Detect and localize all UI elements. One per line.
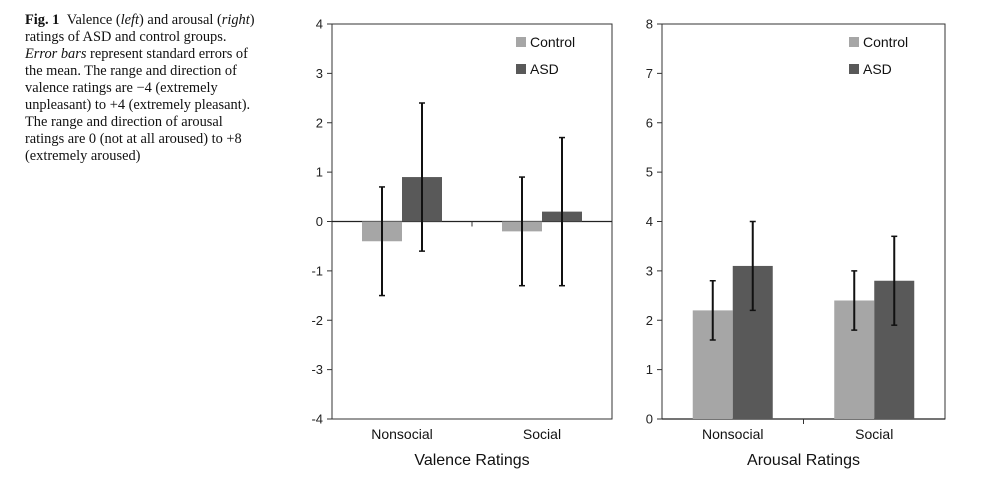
caption-italic-left: left bbox=[120, 12, 140, 28]
valence-y-tick-label: 4 bbox=[316, 17, 323, 32]
arousal-legend-swatch-control bbox=[849, 37, 859, 47]
arousal-y-tick-label: 7 bbox=[646, 66, 653, 81]
arousal-y-tick-label: 3 bbox=[646, 263, 653, 278]
valence-axis-title: Valence Ratings bbox=[414, 452, 529, 469]
valence-y-tick-label: -4 bbox=[311, 412, 323, 427]
valence-y-tick-label: 2 bbox=[316, 115, 323, 130]
figure-caption: Fig. 1 Valence (left) and arousal (right… bbox=[25, 12, 255, 165]
arousal-y-tick-label: 5 bbox=[646, 165, 653, 180]
arousal-category-label: Nonsocial bbox=[702, 426, 763, 442]
caption-text-2: ) and arousal ( bbox=[139, 12, 222, 28]
valence-y-tick-label: 0 bbox=[316, 214, 323, 229]
arousal-y-tick-label: 4 bbox=[646, 214, 653, 229]
arousal-y-tick-label: 0 bbox=[646, 412, 653, 427]
valence-legend-label-control: Control bbox=[530, 34, 575, 50]
arousal-axis-title: Arousal Ratings bbox=[747, 452, 860, 469]
caption-text-4: represent standard errors of the mean. T… bbox=[25, 46, 251, 164]
arousal-legend-swatch-asd bbox=[849, 64, 859, 74]
arousal-y-tick-label: 8 bbox=[646, 17, 653, 32]
figure-number: Fig. 1 bbox=[25, 12, 60, 28]
arousal-y-tick-label: 2 bbox=[646, 313, 653, 328]
valence-y-tick-label: 3 bbox=[316, 66, 323, 81]
valence-category-label: Social bbox=[523, 426, 561, 442]
caption-italic-error-bars: Error bars bbox=[25, 46, 87, 62]
caption-italic-right: right bbox=[221, 12, 250, 28]
valence-y-tick-label: -2 bbox=[311, 313, 323, 328]
valence-legend-swatch-asd bbox=[516, 64, 526, 74]
valence-category-label: Nonsocial bbox=[371, 426, 432, 442]
valence-legend-label-asd: ASD bbox=[530, 61, 559, 77]
arousal-legend-label-asd: ASD bbox=[863, 61, 892, 77]
valence-y-tick-label: -1 bbox=[311, 263, 323, 278]
valence-legend-swatch-control bbox=[516, 37, 526, 47]
valence-y-tick-label: 1 bbox=[316, 165, 323, 180]
arousal-legend-label-control: Control bbox=[863, 34, 908, 50]
arousal-y-tick-label: 6 bbox=[646, 115, 653, 130]
arousal-category-label: Social bbox=[855, 426, 893, 442]
arousal-y-tick-label: 1 bbox=[646, 362, 653, 377]
caption-text-3: ) ratings of ASD and control groups. bbox=[25, 12, 255, 45]
caption-text-1: Valence ( bbox=[66, 12, 121, 28]
valence-y-tick-label: -3 bbox=[311, 362, 323, 377]
